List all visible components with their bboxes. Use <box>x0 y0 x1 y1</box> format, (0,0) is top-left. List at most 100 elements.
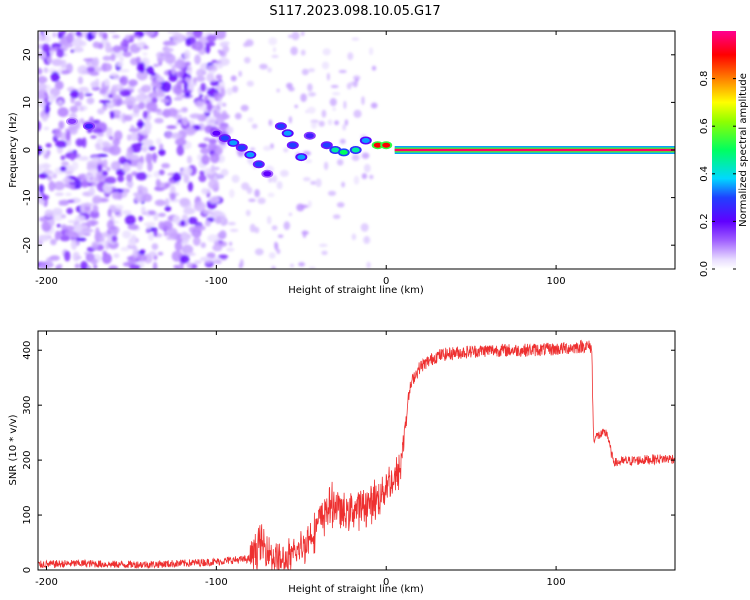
noise-blob <box>74 222 82 233</box>
colorbar-gradient <box>712 31 736 269</box>
noise-blob <box>336 159 344 166</box>
noise-blob <box>48 218 55 227</box>
noise-blob <box>222 45 230 54</box>
noise-blob <box>268 119 273 126</box>
noise-blob <box>308 266 316 269</box>
noise-blob <box>183 49 191 60</box>
colorbar-tick-label: 0.0 <box>699 261 710 277</box>
noise-blob <box>45 143 52 148</box>
noise-blob <box>114 84 124 88</box>
noise-blob <box>44 35 51 43</box>
ridge-point <box>212 130 221 136</box>
noise-blob <box>93 264 98 269</box>
y-tick-label: 0 <box>22 147 33 153</box>
noise-blob <box>194 54 201 65</box>
noise-blob <box>130 143 142 153</box>
noise-blob <box>363 163 371 173</box>
noise-blob <box>169 185 176 196</box>
noise-blob <box>155 137 162 145</box>
noise-blob <box>136 122 146 127</box>
noise-blob <box>92 197 99 204</box>
noise-blob <box>305 159 313 164</box>
noise-blob <box>80 118 85 124</box>
noise-blob <box>194 260 202 264</box>
noise-blob <box>271 54 279 58</box>
noise-blob <box>158 149 166 156</box>
noise-blob <box>77 65 89 75</box>
noise-blob <box>55 192 64 196</box>
noise-blob <box>347 52 354 61</box>
noise-blob <box>122 230 132 239</box>
noise-blob <box>70 239 78 251</box>
noise-blob <box>199 256 212 262</box>
noise-blob <box>60 59 67 69</box>
noise-blob <box>243 42 249 48</box>
noise-blob <box>158 169 165 176</box>
noise-blob <box>217 100 223 107</box>
noise-blob <box>132 104 140 115</box>
noise-blob <box>112 34 120 39</box>
noise-blob <box>218 81 226 87</box>
noise-blob <box>148 93 153 98</box>
noise-blob <box>147 210 156 216</box>
noise-blob <box>185 126 196 136</box>
noise-blob <box>108 93 113 99</box>
noise-blob <box>108 265 119 269</box>
noise-blob <box>307 200 312 208</box>
y-tick-label: 400 <box>22 341 33 360</box>
noise-blob <box>66 32 74 44</box>
noise-blob <box>111 235 118 243</box>
noise-blob <box>99 236 105 242</box>
noise-blob <box>353 109 362 118</box>
y-tick-label: 200 <box>22 451 33 470</box>
noise-blob <box>156 51 166 59</box>
noise-blob <box>124 214 136 226</box>
noise-blob <box>199 170 205 176</box>
noise-blob <box>341 181 345 188</box>
noise-blob <box>102 250 107 256</box>
noise-blob <box>323 161 329 171</box>
noise-blob <box>290 46 298 56</box>
ridge-point <box>382 142 391 148</box>
noise-blob <box>73 47 84 53</box>
noise-blob <box>164 53 176 64</box>
noise-blob <box>128 127 140 133</box>
noise-blob <box>232 85 239 93</box>
noise-blob <box>332 107 336 111</box>
spectrogram-noise <box>38 31 378 269</box>
noise-blob <box>351 233 357 241</box>
noise-blob <box>184 91 191 98</box>
noise-blob <box>148 233 154 241</box>
noise-blob <box>46 175 53 181</box>
noise-blob <box>283 221 291 231</box>
noise-blob <box>288 116 292 124</box>
noise-blob <box>165 197 170 208</box>
noise-blob <box>69 105 79 113</box>
noise-blob <box>143 222 156 227</box>
noise-blob <box>148 145 156 151</box>
noise-blob <box>163 231 168 237</box>
noise-blob <box>40 89 45 93</box>
noise-blob <box>151 243 159 251</box>
y-tick-label: 300 <box>22 396 33 415</box>
noise-blob <box>145 152 152 164</box>
noise-blob <box>202 209 213 215</box>
noise-blob <box>207 142 217 151</box>
noise-blob <box>322 48 331 56</box>
noise-blob <box>208 196 220 204</box>
noise-blob <box>207 234 219 243</box>
noise-blob <box>208 138 217 144</box>
noise-blob <box>332 92 341 96</box>
noise-blob <box>189 113 202 119</box>
noise-blob <box>182 166 192 176</box>
noise-blob <box>101 170 108 177</box>
noise-blob <box>92 128 103 134</box>
noise-blob <box>181 246 194 250</box>
noise-blob <box>171 64 176 76</box>
noise-blob <box>167 107 178 117</box>
noise-blob <box>96 164 103 173</box>
noise-blob <box>148 251 157 257</box>
noise-blob <box>52 32 57 38</box>
noise-blob <box>274 241 278 249</box>
